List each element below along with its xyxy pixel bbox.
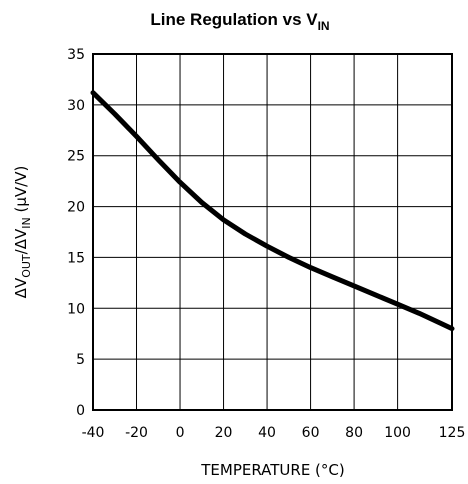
plot-frame: [92, 53, 453, 411]
grid: [92, 53, 453, 411]
x-tick-label: 40: [258, 425, 276, 441]
x-tick-label: -40: [82, 425, 105, 441]
x-tick-label: -20: [125, 425, 148, 441]
x-tick-label: 125: [439, 425, 466, 441]
y-tick-label: 20: [67, 200, 85, 216]
y-tick-label: 0: [76, 403, 85, 419]
chart-title: Line Regulation vs VIN: [150, 10, 329, 33]
x-tick-label: 20: [215, 425, 233, 441]
y-tick-label: 25: [67, 149, 85, 165]
x-axis-label: TEMPERATURE (°C): [200, 461, 345, 479]
y-axis-label: ΔVOUT/ΔVIN (μV/V): [12, 166, 33, 299]
x-tick-label: 80: [345, 425, 363, 441]
series-line: [90, 90, 455, 332]
x-tick-label: 100: [384, 425, 411, 441]
x-tick-label: 60: [302, 425, 320, 441]
x-tick-label: 0: [176, 425, 185, 441]
y-tick-label: 15: [67, 250, 85, 266]
y-tick-label: 5: [76, 352, 85, 368]
y-tick-label: 35: [67, 47, 85, 63]
x-axis-ticks: -40 -20 0 20 40 60 80 100 125: [82, 425, 466, 441]
y-tick-label: 10: [67, 301, 85, 317]
y-axis-ticks: 0 5 10 15 20 25 30 35: [67, 47, 85, 419]
y-tick-label: 30: [67, 98, 85, 114]
